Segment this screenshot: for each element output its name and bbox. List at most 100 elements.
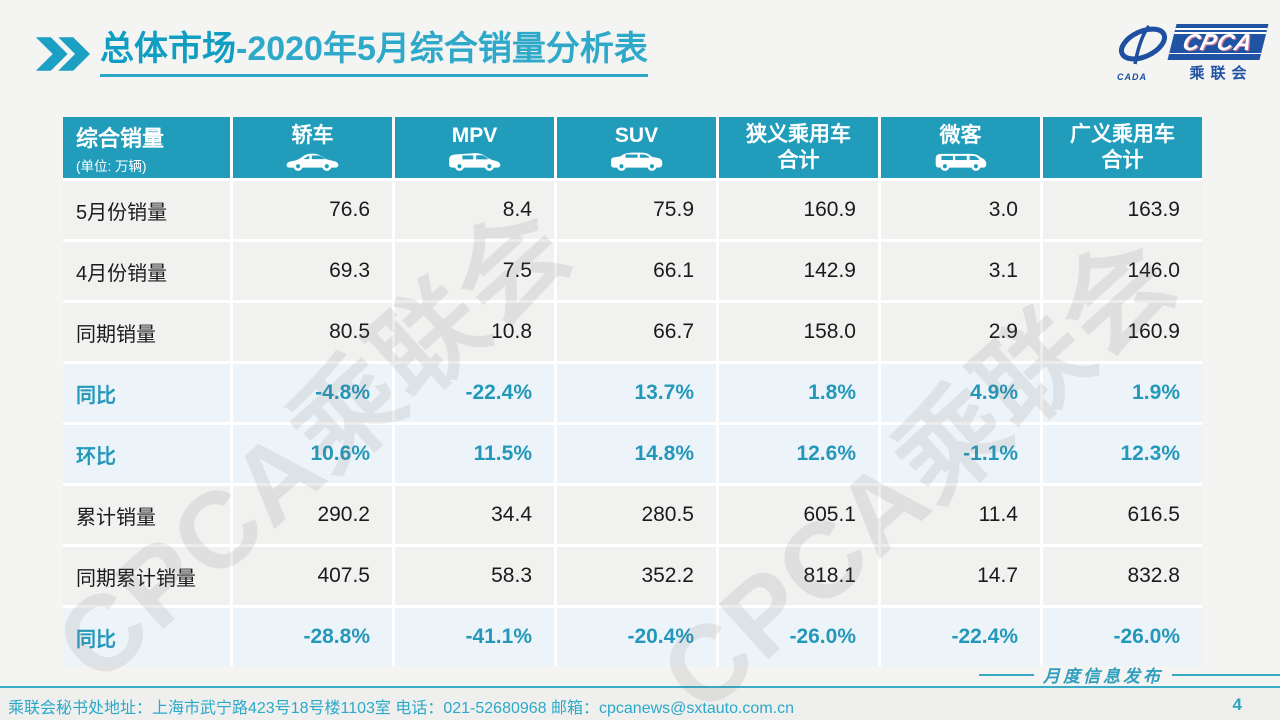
value-cell: 7.5: [395, 242, 554, 300]
release-label: 月度信息发布: [1043, 667, 1163, 686]
value-cell: 163.9: [1043, 181, 1202, 239]
value-cell: 66.7: [557, 303, 716, 361]
header-overview-title: 综合销量: [76, 125, 165, 151]
value-cell: 12.6%: [719, 425, 878, 483]
value-cell: -22.4%: [395, 364, 554, 422]
header-column-label: 广义乘用车: [1070, 123, 1175, 147]
value-cell: 290.2: [233, 486, 392, 544]
value-cell: -26.0%: [1043, 608, 1202, 666]
value-cell: -41.1%: [395, 608, 554, 666]
value-cell: 158.0: [719, 303, 878, 361]
value-cell: 34.4: [395, 486, 554, 544]
value-cell: 1.9%: [1043, 364, 1202, 422]
header-cell-2: MPV: [395, 117, 554, 178]
value-cell: 3.0: [881, 181, 1040, 239]
row-label: 环比: [63, 425, 230, 483]
header-cell-3: SUV: [557, 117, 716, 178]
row-label: 同期累计销量: [63, 547, 230, 605]
row-label: 同比: [63, 608, 230, 666]
value-cell: 8.4: [395, 181, 554, 239]
header-overview-unit: (单位: 万辆): [76, 158, 147, 174]
value-cell: 4.9%: [881, 364, 1040, 422]
logo-stripe: [1175, 27, 1268, 29]
value-cell: 605.1: [719, 486, 878, 544]
cpca-box: CPCA: [1167, 23, 1269, 60]
cpca-logo-right: CPCA 乘联会: [1167, 23, 1269, 83]
value-cell: 12.3%: [1043, 425, 1202, 483]
header-cell-4: 狭义乘用车 合计: [719, 117, 878, 178]
value-cell: 66.1: [557, 242, 716, 300]
value-cell: 80.5: [233, 303, 392, 361]
value-cell: -4.8%: [233, 364, 392, 422]
value-cell: 146.0: [1043, 242, 1202, 300]
cada-label: CADA: [1117, 72, 1147, 82]
header-cell-6: 广义乘用车 合计: [1043, 117, 1202, 178]
value-cell: 11.4: [881, 486, 1040, 544]
sedan-icon: [284, 149, 342, 172]
page-title-sub: -2020年5月综合销量分析表: [236, 30, 648, 68]
logo-stripe: [1169, 52, 1262, 54]
title-block: 总体市场-2020年5月综合销量分析表: [34, 30, 648, 78]
release-dash-right: [1172, 673, 1280, 676]
row-label: 同期销量: [63, 303, 230, 361]
cada-emblem-icon: CADA: [1116, 22, 1170, 84]
chenglianhui-label: 乘联会: [1189, 64, 1253, 82]
value-cell: 14.7: [881, 547, 1040, 605]
value-cell: -22.4%: [881, 608, 1040, 666]
value-cell: -26.0%: [719, 608, 878, 666]
value-cell: 69.3: [233, 242, 392, 300]
microvan-icon: [932, 149, 990, 172]
footer-divider: [0, 686, 1280, 688]
header-column-label: MPV: [451, 123, 498, 147]
value-cell: 3.1: [881, 242, 1040, 300]
header-column-label: 狭义乘用车: [746, 123, 851, 147]
release-dash-left: [979, 673, 1034, 676]
header-column-label: 微客: [939, 123, 982, 147]
page-title: 总体市场-2020年5月综合销量分析表: [100, 30, 648, 78]
header-column-label: SUV: [614, 123, 659, 147]
header-cell-1: 轿车: [233, 117, 392, 178]
footer-address: 乘联会秘书处地址：上海市武宁路423号18号楼1103室 电话：021-5268…: [8, 700, 794, 717]
value-cell: 11.5%: [395, 425, 554, 483]
header-cell-5: 微客: [881, 117, 1040, 178]
value-cell: -1.1%: [881, 425, 1040, 483]
row-label: 5月份销量: [63, 181, 230, 239]
value-cell: 352.2: [557, 547, 716, 605]
value-cell: 58.3: [395, 547, 554, 605]
row-label: 4月份销量: [63, 242, 230, 300]
value-cell: 407.5: [233, 547, 392, 605]
value-cell: 76.6: [233, 181, 392, 239]
value-cell: 10.6%: [233, 425, 392, 483]
value-cell: 10.8: [395, 303, 554, 361]
value-cell: 142.9: [719, 242, 878, 300]
page-title-main: 总体市场: [100, 30, 236, 68]
value-cell: 280.5: [557, 486, 716, 544]
value-cell: 616.5: [1043, 486, 1202, 544]
value-cell: 160.9: [1043, 303, 1202, 361]
header-cell-overview: 综合销量 (单位: 万辆): [63, 117, 230, 178]
header-column-label-line2: 合计: [777, 148, 820, 172]
value-cell: 2.9: [881, 303, 1040, 361]
sales-table: 综合销量 (单位: 万辆) 轿车 MPV SUV 狭义乘用车 合计 微客 广义乘用车 合计 5月份销…: [63, 117, 1202, 666]
release-label-block: 月度信息发布: [979, 662, 1280, 687]
value-cell: -28.8%: [233, 608, 392, 666]
value-cell: 818.1: [719, 547, 878, 605]
value-cell: 832.8: [1043, 547, 1202, 605]
row-label: 累计销量: [63, 486, 230, 544]
header-column-label-line2: 合计: [1101, 148, 1144, 172]
value-cell: -20.4%: [557, 608, 716, 666]
double-chevron-icon: [35, 37, 90, 71]
page-number: 4: [1232, 695, 1242, 714]
header-column-label: 轿车: [291, 123, 334, 147]
row-label: 同比: [63, 364, 230, 422]
value-cell: 13.7%: [557, 364, 716, 422]
value-cell: 75.9: [557, 181, 716, 239]
suv-icon: [608, 149, 666, 172]
footer-bar: [0, 688, 1280, 720]
value-cell: 14.8%: [557, 425, 716, 483]
value-cell: 1.8%: [719, 364, 878, 422]
cpca-logo: CADA CPCA 乘联会: [1116, 22, 1269, 84]
logo-stripe: [1174, 31, 1267, 33]
mpv-icon: [446, 149, 504, 172]
